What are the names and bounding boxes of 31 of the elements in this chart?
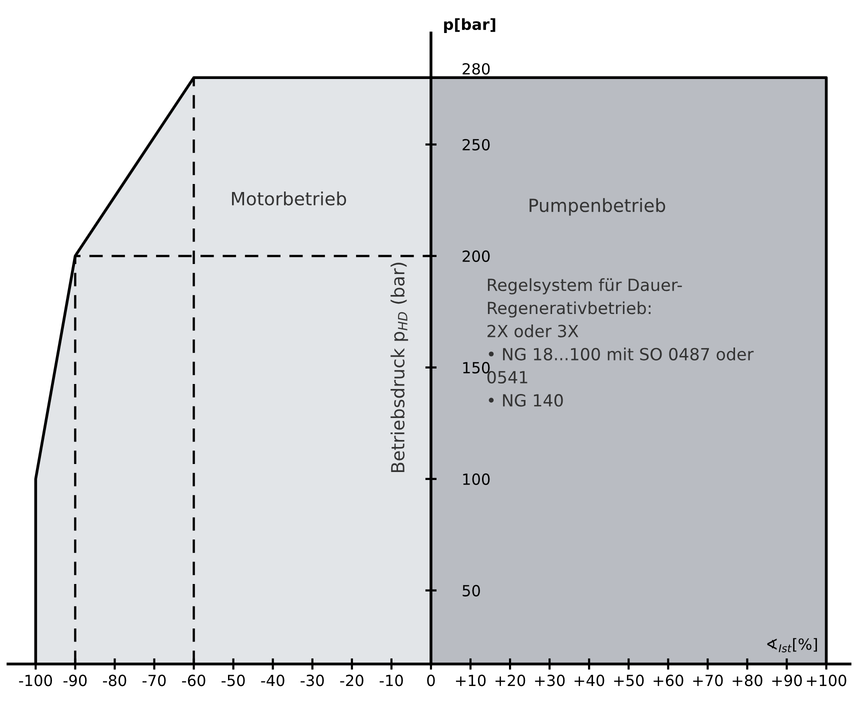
x-tick-label: -60 [182, 674, 206, 686]
x-tick-label: +10 [456, 674, 486, 686]
y-tick-label: 100 [463, 473, 490, 485]
x-axis-title: ∢$_{Ist}$[%] [767, 638, 817, 652]
x-tick-label: +90 [772, 674, 802, 686]
x-tick-label: 0 [427, 674, 435, 686]
x-tick-label: -80 [103, 674, 126, 686]
series-label: Pumpenbetrieb [530, 198, 666, 216]
x-tick-label: -20 [340, 674, 364, 686]
x-tick-label: +70 [693, 674, 723, 686]
x-tick-label: +80 [732, 674, 762, 686]
x-tick-label: +30 [535, 674, 565, 686]
x-tick-label: -10 [380, 674, 403, 686]
x-tick-label: +50 [614, 674, 644, 686]
y-tick-label: 280 [462, 63, 490, 75]
x-tick-label: +100 [806, 674, 846, 686]
x-tick-label: -70 [142, 674, 166, 686]
x-tick-label: -100 [19, 674, 52, 686]
y-axis-title: p[bar] [444, 18, 496, 33]
x-tick-label: +40 [574, 674, 604, 686]
x-tick-label: +60 [654, 674, 684, 686]
annotation: Betriebsdruck p$_{HD}$ (bar) [390, 262, 408, 472]
x-tick-label: +20 [496, 674, 526, 686]
y-tick-label: 200 [462, 250, 490, 262]
x-tick-label: -50 [222, 674, 245, 686]
x-tick-label: -90 [63, 674, 87, 686]
y-tick-label: 50 [462, 584, 480, 596]
series-label: Motorbetrieb [232, 191, 346, 206]
x-tick-label: -40 [261, 674, 284, 686]
x-tick-label: -30 [300, 674, 324, 686]
y-tick-label: 250 [462, 138, 490, 151]
